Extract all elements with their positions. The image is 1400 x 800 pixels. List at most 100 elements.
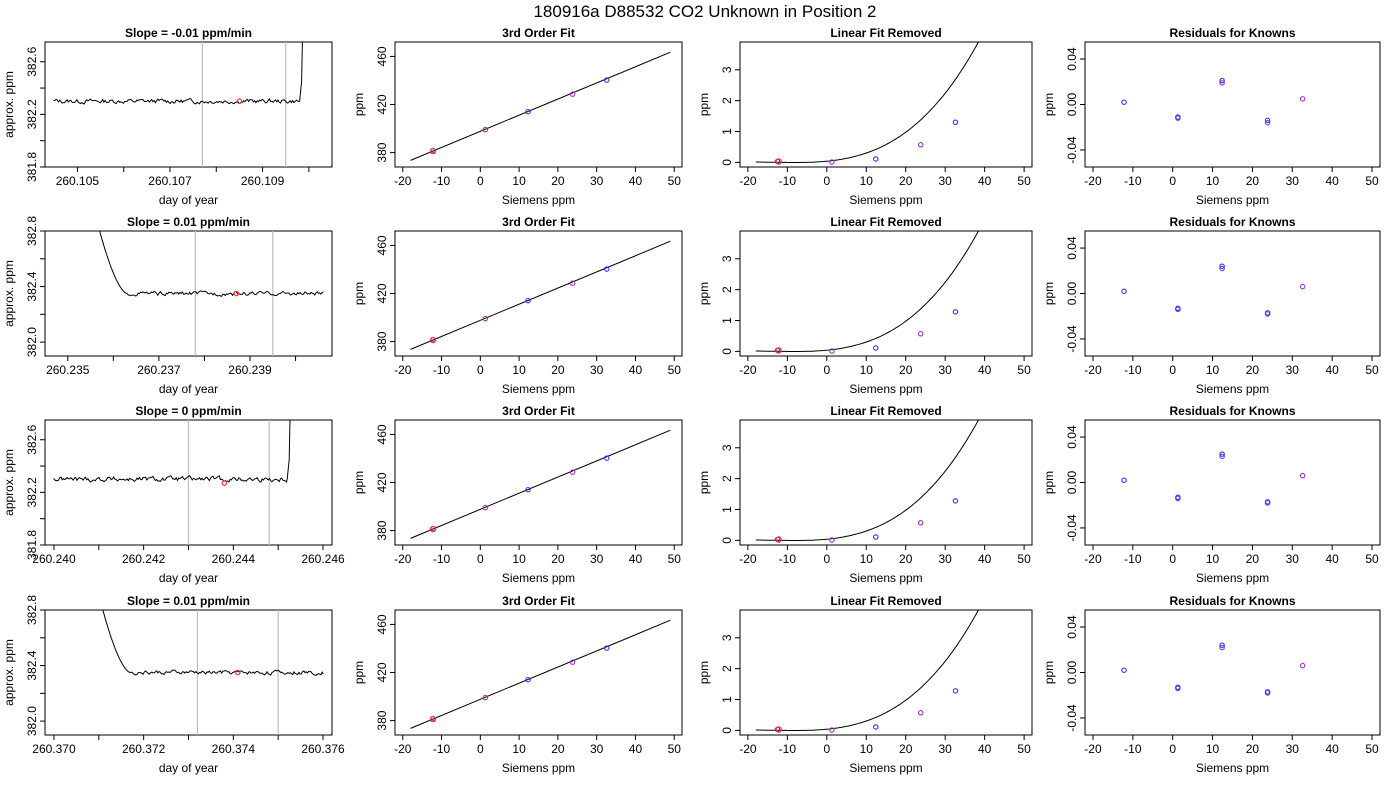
data-point [1219, 263, 1225, 269]
y-axis-label: approx. ppm [2, 71, 16, 138]
unknown-point [429, 336, 437, 344]
data-point [1299, 283, 1306, 290]
ppm-trace [102, 610, 324, 676]
chart-panel-16: Residuals for Knowns Siemens ppm ppm -20 -10… [1042, 594, 1381, 775]
data-point [569, 469, 576, 475]
data-point [1219, 644, 1225, 651]
x-tick-label: -20 [394, 742, 412, 756]
y-tick-label: 380 [375, 520, 389, 540]
data-point [525, 297, 531, 304]
y-tick-label: 420 [375, 472, 389, 492]
x-tick-label: 0 [1169, 174, 1176, 188]
y-tick-label: 0.00 [1065, 660, 1079, 684]
data-point [1264, 689, 1271, 695]
chart-panel-14: 3rd Order Fit Siemens ppm ppm -20 -10 0 10 20 30… [352, 594, 683, 775]
plot-area [410, 51, 671, 161]
data-point [1299, 662, 1306, 669]
plot-frame [739, 230, 1033, 357]
x-tick-label: 30 [590, 742, 604, 756]
x-tick-label: -20 [1084, 552, 1102, 566]
data-point [872, 724, 879, 730]
x-axis-label: day of year [159, 761, 218, 775]
x-tick-label: 30 [939, 552, 953, 566]
plot-frame [394, 609, 683, 736]
plot-frame [1084, 230, 1381, 357]
x-tick-label: 10 [860, 363, 874, 377]
sample-marker [221, 480, 228, 486]
x-tick-label: 40 [978, 742, 992, 756]
x-tick-label: 260.237 [137, 363, 181, 377]
x-tick-label: 0 [477, 174, 484, 188]
y-tick-label: 3 [720, 634, 734, 641]
x-tick-label: 0 [1169, 552, 1176, 566]
x-tick-label: -20 [739, 174, 757, 188]
y-tick-label: 382.4 [25, 271, 39, 301]
y-tick-label: 3 [720, 66, 734, 73]
chart-panel-11: Linear Fit Removed Siemens ppm ppm -20 -10 0 1… [697, 404, 1033, 585]
sample-marker [236, 98, 243, 105]
y-tick-label: 382.6 [25, 46, 39, 76]
x-tick-label: 0 [823, 552, 830, 566]
plot-area [410, 240, 671, 350]
plot-frame [739, 609, 1033, 736]
data-point [1299, 472, 1306, 479]
x-tick-label: 260.235 [46, 363, 90, 377]
x-tick-label: 30 [590, 174, 604, 188]
chart-title: Slope = 0.01 ppm/min [127, 594, 250, 608]
chart-title: Residuals for Knowns [1169, 594, 1295, 608]
data-point [952, 498, 959, 504]
x-tick-label: 40 [1325, 552, 1339, 566]
x-tick-label: 40 [629, 552, 643, 566]
data-point [1299, 96, 1306, 102]
x-tick-label: -10 [1124, 742, 1142, 756]
x-tick-label: 260.244 [212, 552, 256, 566]
x-tick-label: 10 [1206, 174, 1220, 188]
chart-title: Residuals for Knowns [1169, 215, 1295, 229]
y-tick-label: 382.4 [25, 650, 39, 680]
fit-line [410, 619, 671, 729]
chart-title: Residuals for Knowns [1169, 404, 1295, 418]
x-axis-label: Siemens ppm [502, 193, 575, 207]
x-tick-label: 260.374 [212, 742, 256, 756]
y-tick-label: 2 [720, 286, 734, 293]
data-point [1219, 642, 1225, 648]
y-tick-label: 0 [720, 159, 734, 166]
x-tick-label: 40 [978, 363, 992, 377]
x-axis-label: Siemens ppm [1196, 382, 1269, 396]
y-tick-label: 2 [720, 475, 734, 482]
y-tick-label: 0.00 [1065, 92, 1079, 116]
y-tick-label: 1 [720, 128, 734, 135]
x-tick-label: 20 [551, 742, 565, 756]
data-point [1121, 477, 1127, 483]
y-tick-label: 382.8 [25, 595, 39, 625]
x-tick-label: 20 [1246, 552, 1260, 566]
x-axis-label: Siemens ppm [849, 382, 922, 396]
x-tick-label: 30 [939, 174, 953, 188]
data-point [1219, 80, 1225, 86]
x-tick-label: 50 [1017, 363, 1031, 377]
x-tick-label: 50 [1017, 552, 1031, 566]
unknown-point [775, 158, 782, 165]
y-tick-label: 2 [720, 665, 734, 672]
y-tick-label: 0 [720, 348, 734, 355]
plot-area [755, 231, 979, 354]
x-tick-label: -20 [394, 552, 412, 566]
x-tick-label: 30 [590, 552, 604, 566]
y-tick-label: 3 [720, 444, 734, 451]
x-tick-label: -20 [739, 742, 757, 756]
x-tick-label: -20 [739, 363, 757, 377]
x-tick-label: 0 [1169, 363, 1176, 377]
x-tick-label: 10 [512, 363, 526, 377]
chart-title: Linear Fit Removed [830, 594, 941, 608]
plot-frame [44, 41, 333, 168]
y-tick-label: 420 [375, 662, 389, 682]
x-tick-label: -10 [779, 552, 797, 566]
chart-title: Slope = -0.01 ppm/min [125, 26, 252, 40]
x-tick-label: 40 [629, 363, 643, 377]
chart-title: Linear Fit Removed [830, 26, 941, 40]
x-tick-label: 40 [978, 174, 992, 188]
x-tick-label: 0 [1169, 742, 1176, 756]
x-tick-label: -20 [1084, 742, 1102, 756]
y-tick-label: 381.8 [25, 530, 39, 560]
x-tick-label: 30 [1286, 742, 1300, 756]
